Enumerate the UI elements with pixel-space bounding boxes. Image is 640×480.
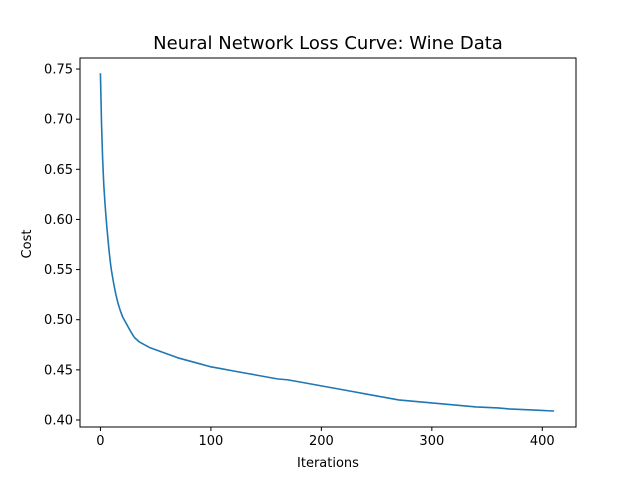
x-tick-label: 0: [96, 434, 104, 449]
y-tick-label: 0.40: [44, 413, 73, 428]
y-tick-label: 0.65: [44, 163, 73, 178]
y-tick-label: 0.75: [44, 63, 73, 78]
y-tick-label: 0.70: [44, 113, 73, 128]
x-tick-label: 200: [309, 434, 334, 449]
y-axis-title: Cost: [20, 230, 35, 259]
loss-series-line-0: [99, 73, 555, 412]
x-tick-label: 300: [419, 434, 444, 449]
x-tick-label: 100: [198, 434, 223, 449]
plot-area: 0 100 200 300 400 0.40 0.45 0.50 0.55 0.60 0.65 0.7…: [44, 57, 577, 449]
axes-frame: [79, 57, 577, 428]
chart-title: Neural Network Loss Curve: Wine Data: [153, 33, 503, 54]
y-tick-label: 0.50: [44, 313, 73, 328]
y-tick-label: 0.45: [44, 363, 73, 378]
y-tick-label: 0.55: [44, 263, 73, 278]
x-tick-label: 400: [530, 434, 555, 449]
x-axis-title: Iterations: [297, 456, 359, 471]
y-tick-label: 0.60: [44, 213, 73, 228]
